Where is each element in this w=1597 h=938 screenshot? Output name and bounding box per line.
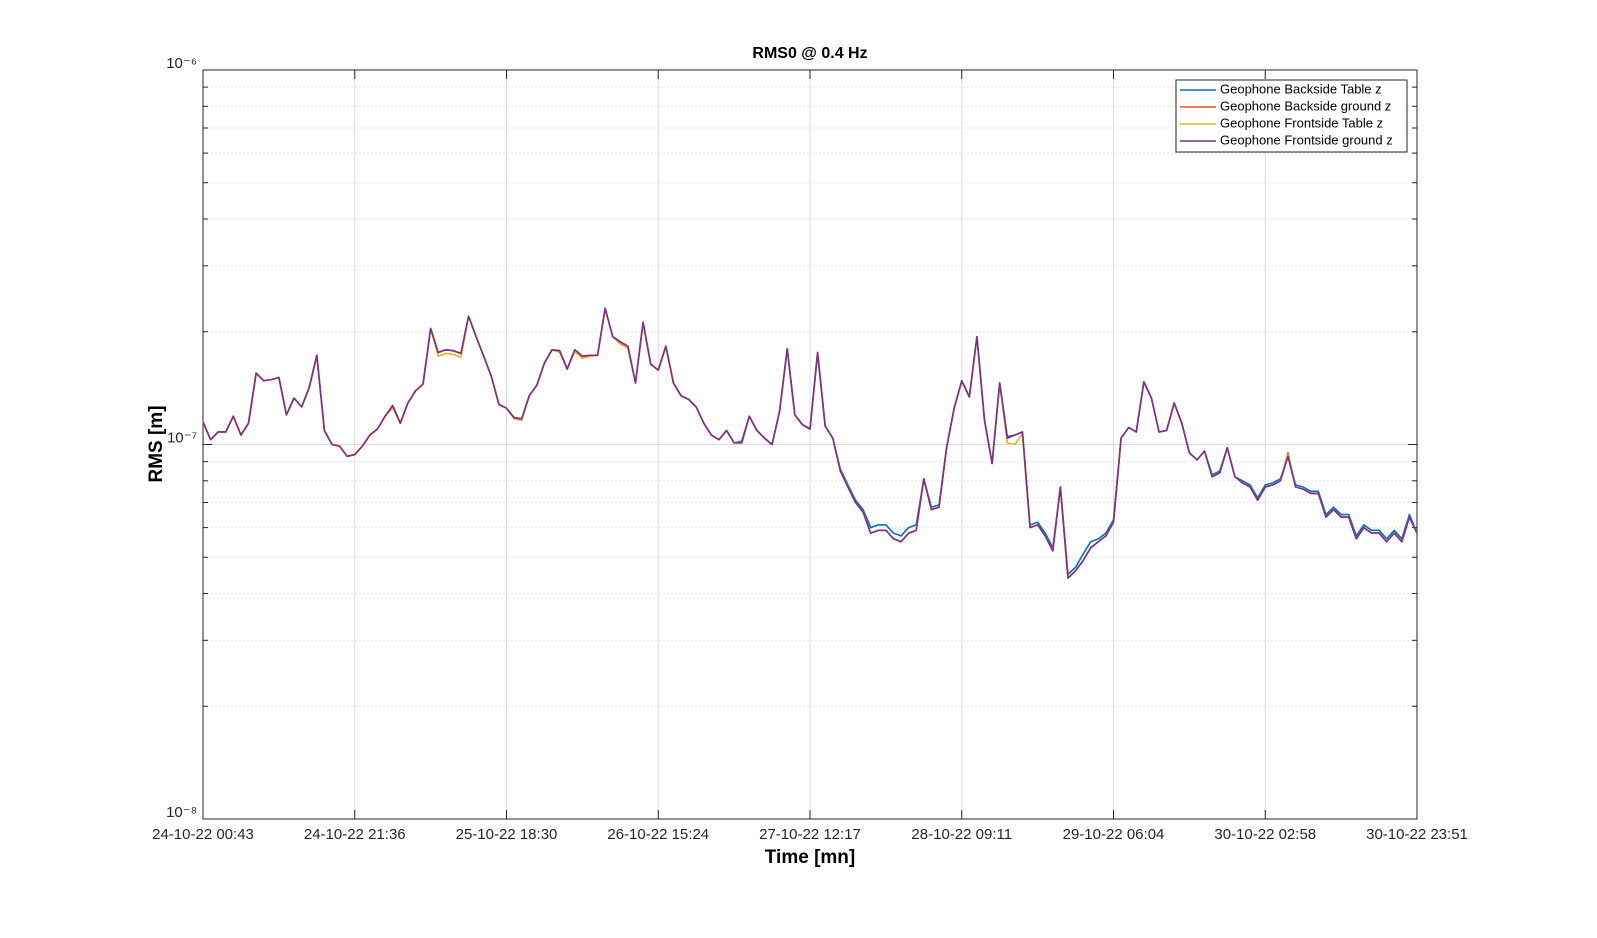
y-tick-label: 10⁻⁸ [166, 804, 197, 821]
y-tick-label: 10⁻⁶ [166, 55, 197, 72]
x-tick-label: 29-10-22 06:04 [1063, 826, 1165, 843]
x-tick-label: 24-10-22 00:43 [152, 826, 254, 843]
y-axis-label: RMS [m] [146, 405, 167, 482]
x-tick-label: 28-10-22 09:11 [911, 826, 1012, 843]
x-tick-label: 25-10-22 18:30 [456, 826, 558, 843]
x-tick-label: 30-10-22 02:58 [1214, 826, 1316, 843]
legend-text: Geophone Frontside ground z [1220, 132, 1393, 147]
x-tick-label: 30-10-22 23:51 [1366, 826, 1468, 843]
plot-frame [202, 69, 1418, 820]
legend-text: Geophone Backside Table z [1220, 81, 1382, 96]
x-tick-label: 27-10-22 12:17 [759, 826, 861, 843]
x-tick-label: 24-10-22 21:36 [304, 826, 406, 843]
x-tick-label: 26-10-22 15:24 [607, 826, 709, 843]
x-axis-label: Time [mn] [765, 847, 855, 868]
legend-text: Geophone Backside ground z [1220, 98, 1391, 113]
y-tick-label: 10⁻⁷ [167, 429, 197, 446]
series-line [202, 307, 1418, 579]
chart-title: RMS0 @ 0.4 Hz [752, 45, 867, 62]
legend-box [1175, 79, 1408, 153]
legend-text: Geophone Frontside Table z [1220, 115, 1383, 130]
